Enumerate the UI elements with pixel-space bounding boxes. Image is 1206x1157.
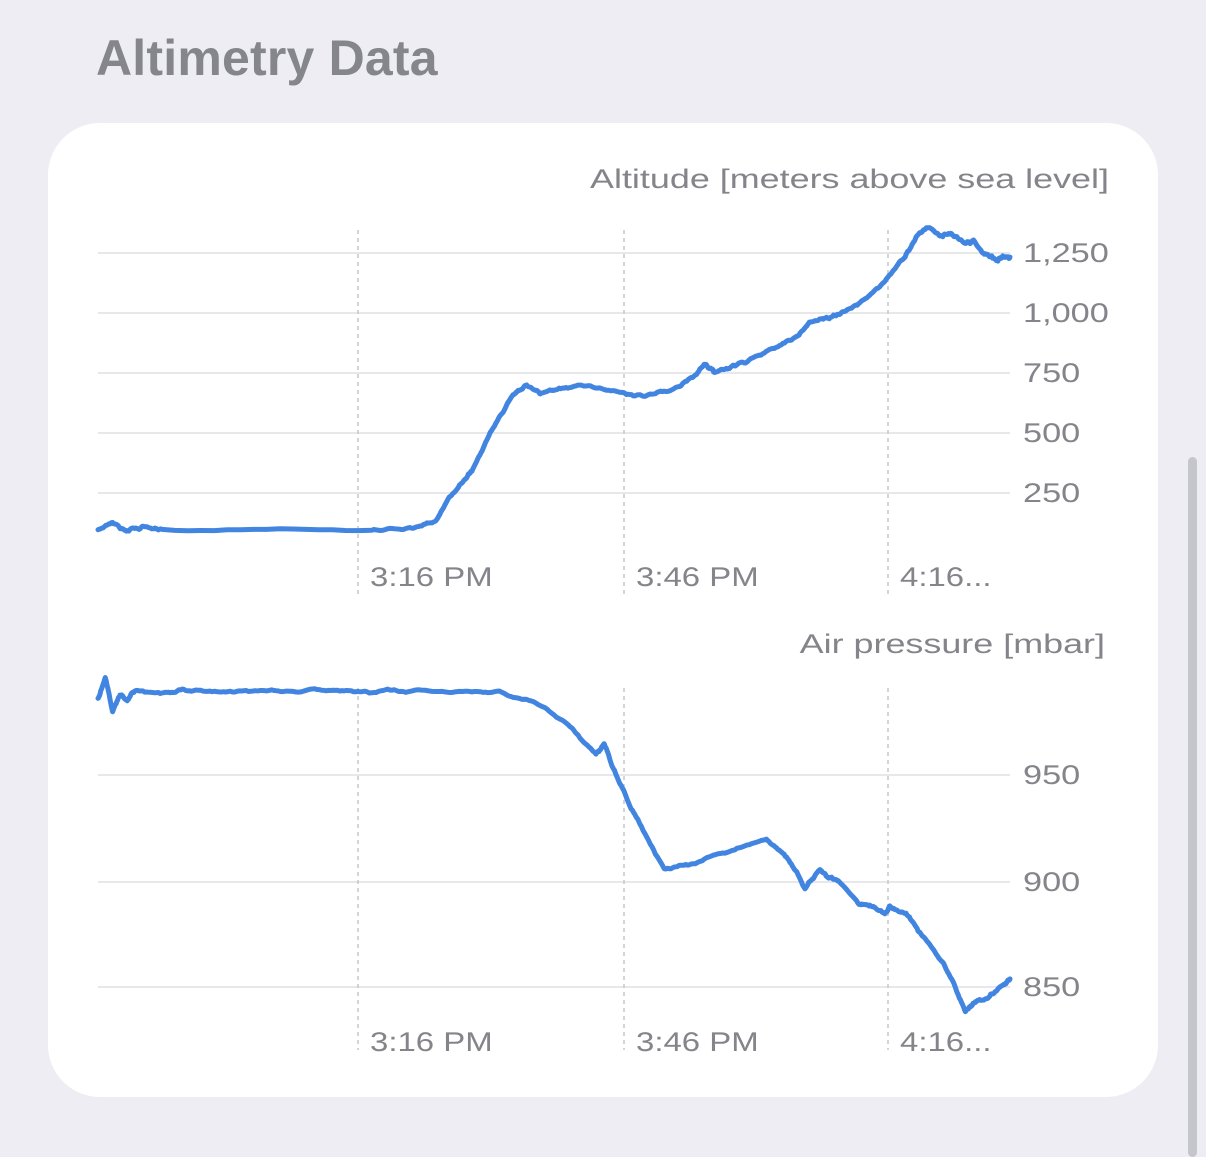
svg-text:3:16 PM: 3:16 PM <box>370 562 493 592</box>
svg-text:Air pressure [mbar]: Air pressure [mbar] <box>800 629 1105 659</box>
svg-text:4:16...: 4:16... <box>900 562 992 592</box>
svg-text:3:46 PM: 3:46 PM <box>636 562 759 592</box>
svg-text:3:46 PM: 3:46 PM <box>636 1027 759 1057</box>
svg-text:4:16...: 4:16... <box>900 1027 992 1057</box>
svg-text:250: 250 <box>1023 478 1080 508</box>
svg-text:1,250: 1,250 <box>1023 238 1109 268</box>
svg-text:900: 900 <box>1023 867 1080 897</box>
svg-text:850: 850 <box>1023 972 1080 1002</box>
svg-text:1,000: 1,000 <box>1023 298 1109 328</box>
svg-text:950: 950 <box>1023 760 1080 790</box>
svg-text:Altitude [meters above sea lev: Altitude [meters above sea level] <box>590 164 1109 194</box>
svg-text:500: 500 <box>1023 418 1080 448</box>
svg-text:750: 750 <box>1023 358 1080 388</box>
svg-text:3:16 PM: 3:16 PM <box>370 1027 493 1057</box>
